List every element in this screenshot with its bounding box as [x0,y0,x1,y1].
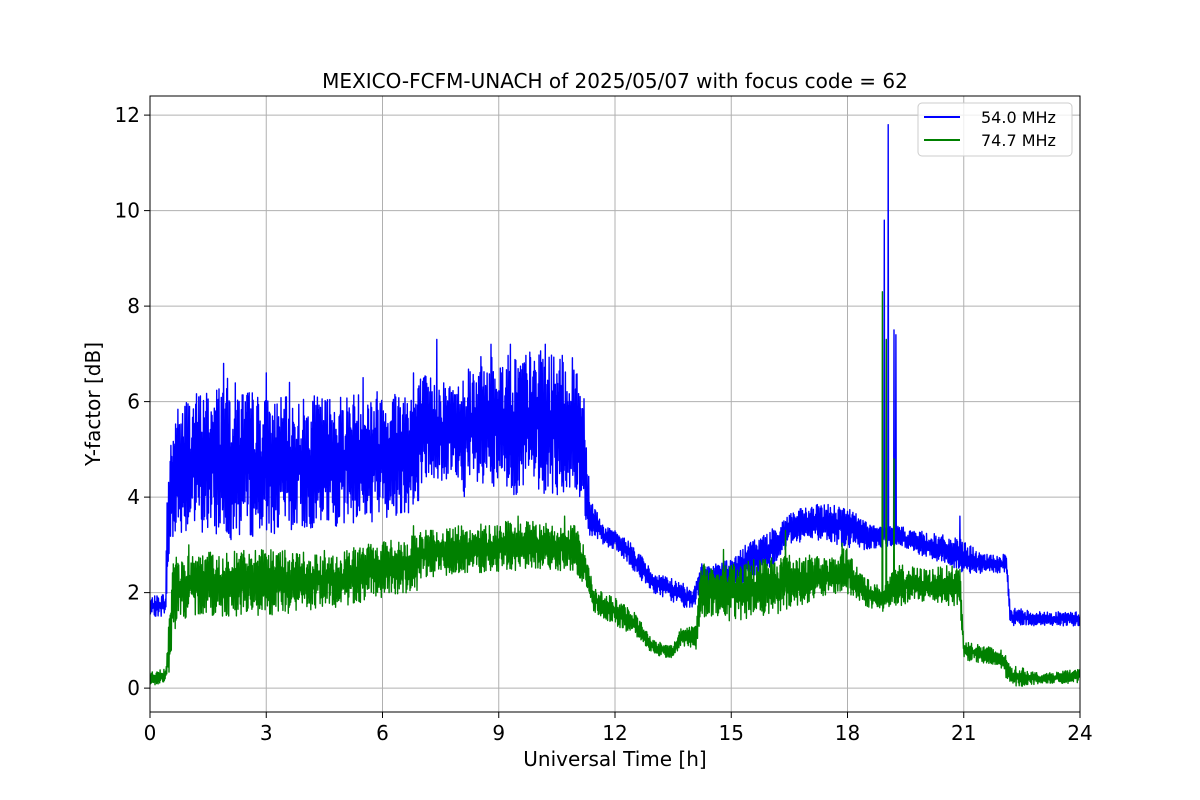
x-tick-label: 21 [951,721,976,745]
chart-title: MEXICO-FCFM-UNACH of 2025/05/07 with foc… [322,69,908,93]
y-tick-label: 10 [115,199,140,223]
legend: 54.0 MHz 74.7 MHz [917,102,1073,157]
y-tick-label: 0 [127,676,140,700]
legend-label-54mhz: 54.0 MHz [981,108,1056,127]
series-line-1 [150,291,1080,687]
y-tick-label: 4 [127,485,140,509]
y-tick-label: 8 [127,294,140,318]
x-tick-label: 24 [1067,721,1092,745]
series-line-0 [150,124,1080,627]
x-tick-label: 12 [602,721,627,745]
y-tick-label: 6 [127,390,140,414]
y-axis-label: Y-factor [dB] [81,342,105,467]
x-tick-label: 6 [376,721,389,745]
x-tick-label: 3 [260,721,273,745]
y-tick-label: 12 [115,103,140,127]
series-layer [150,124,1080,687]
x-tick-label: 9 [492,721,505,745]
x-axis-label: Universal Time [h] [523,747,706,771]
legend-label-74mhz: 74.7 MHz [981,131,1056,150]
x-tick-label: 15 [719,721,744,745]
x-tick-label: 18 [835,721,860,745]
x-tick-label: 0 [144,721,157,745]
y-tick-label: 2 [127,581,140,605]
